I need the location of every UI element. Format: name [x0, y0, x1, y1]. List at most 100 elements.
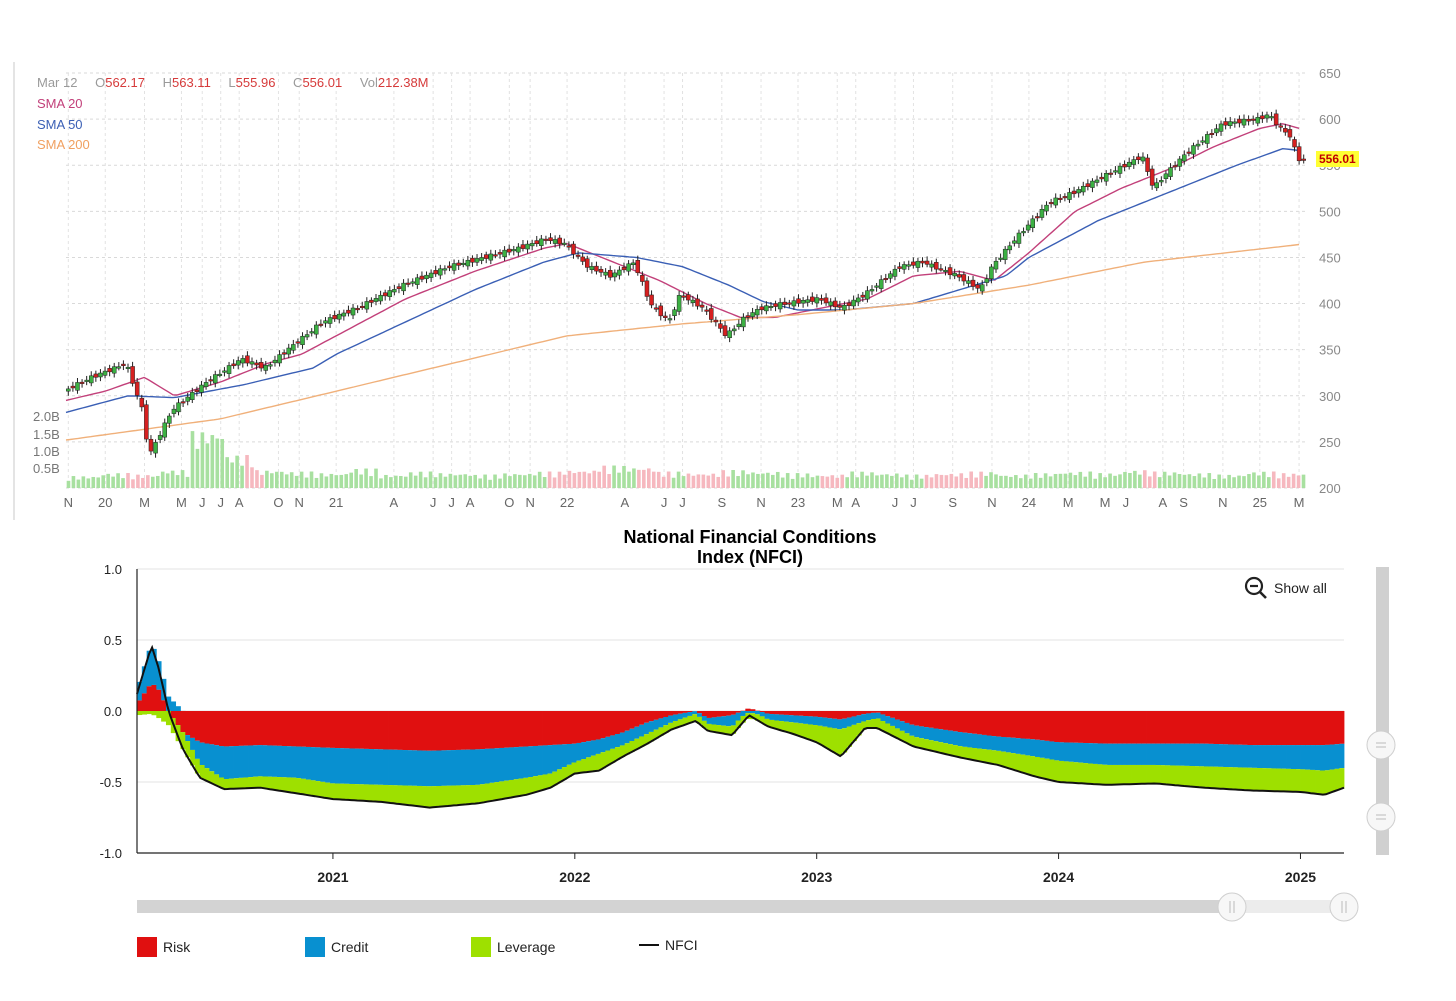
nfci-component-bar [1184, 743, 1190, 766]
nfci-component-bar [610, 735, 616, 749]
volume-bar [845, 477, 849, 488]
volume-bar [1157, 477, 1162, 488]
nfci-component-bar [972, 748, 978, 761]
nfci-component-bar [571, 711, 577, 744]
nfci-component-bar [286, 777, 292, 793]
show-all-button[interactable]: Show all [1244, 576, 1327, 600]
volume-bar [949, 473, 954, 488]
nfci-component-bar [1170, 765, 1176, 785]
nfci-component-bar [518, 778, 524, 796]
nfci-component-bar [1339, 711, 1345, 744]
nfci-x-tick-label: 2023 [801, 869, 832, 885]
nfci-component-bar [465, 785, 471, 805]
nfci-component-bar [1078, 762, 1084, 784]
scroll-handle-bottom[interactable] [1366, 802, 1396, 832]
candle-body [364, 301, 370, 310]
candle-body [373, 298, 379, 302]
volume-bar [488, 479, 492, 488]
scroll-handle-top[interactable] [1366, 730, 1396, 760]
nfci-component-bar [663, 711, 669, 717]
volume-bar [101, 475, 105, 488]
nfci-component-bar [769, 711, 775, 715]
nfci-component-bar [590, 740, 597, 756]
nfci-component-bar [397, 785, 403, 805]
volume-bar [885, 474, 889, 488]
legend-leverage[interactable]: Leverage [471, 937, 555, 957]
nfci-component-bar [938, 711, 944, 730]
nfci-component-bar [368, 711, 374, 750]
nfci-component-bar [1092, 743, 1099, 764]
time-tick-label: J [430, 495, 437, 510]
nfci-component-bar [1155, 743, 1161, 766]
nfci-component-bar [899, 730, 906, 741]
nfci-component-bar [296, 778, 302, 794]
nfci-component-bar [1150, 711, 1157, 744]
volume-bar [329, 473, 334, 488]
nfci-component-bar [885, 723, 891, 734]
nfci-component-bar [1136, 743, 1142, 765]
candle-body [75, 382, 80, 391]
candle-body [557, 237, 562, 245]
nfci-component-bar [1088, 743, 1094, 764]
legend-nfci[interactable]: NFCI [639, 937, 698, 953]
nfci-component-bar [426, 711, 432, 751]
candle-body [451, 263, 457, 271]
volume-bar [155, 475, 160, 488]
nfci-component-bar [1035, 756, 1041, 778]
nfci-component-bar [1184, 711, 1190, 744]
volume-bar [1207, 473, 1212, 488]
candle-body [842, 304, 847, 311]
nfci-component-bar [764, 718, 770, 726]
nfci-component-bar [779, 721, 785, 731]
nfci-component-bar [417, 711, 423, 751]
time-tick-label: J [448, 495, 455, 510]
price-tick-label: 350 [1319, 343, 1341, 358]
nfci-component-bar [1073, 762, 1079, 784]
nfci-component-bar [1305, 711, 1311, 746]
legend-risk[interactable]: Risk [137, 937, 190, 957]
candle-body [1195, 143, 1201, 147]
nfci-component-bar [952, 745, 959, 757]
volume-bar [1004, 475, 1008, 488]
candle-body [1154, 182, 1159, 189]
nfci-component-bar [1044, 711, 1050, 741]
nfci-component-bar [1044, 740, 1050, 759]
nfci-component-bar [1121, 711, 1128, 744]
low-label: L [228, 75, 236, 90]
nfci-component-bar [991, 711, 997, 737]
nfci-component-bar [1242, 744, 1248, 768]
volume-bar [1019, 478, 1023, 488]
nfci-component-bar [1039, 711, 1046, 741]
candle-body [483, 254, 489, 259]
nfci-component-bar [1329, 769, 1335, 793]
candle-body [571, 243, 576, 255]
volume-bar [542, 477, 547, 488]
nfci-component-bar [1025, 755, 1031, 775]
navigator-left-handle[interactable] [1217, 892, 1247, 922]
nfci-component-bar [1232, 744, 1239, 768]
nfci-component-bar [277, 745, 283, 778]
nfci-component-bar [421, 786, 428, 807]
nfci-component-bar [363, 784, 370, 802]
volume-label: Vol [359, 75, 378, 90]
volume-bar [245, 455, 249, 488]
legend-credit[interactable]: Credit [305, 937, 368, 957]
nfci-component-bar [856, 723, 862, 736]
nfci-component-bar [146, 711, 152, 715]
nfci-component-bar [383, 784, 389, 803]
navigator-bar[interactable] [137, 900, 1347, 913]
volume-bar [116, 473, 120, 488]
candle-body [1209, 132, 1215, 135]
nfci-component-bar [677, 711, 683, 714]
nfci-component-bar [643, 722, 650, 735]
vertical-scrollbar[interactable] [1376, 567, 1389, 855]
nfci-component-bar [503, 711, 510, 748]
nfci-component-bar [933, 711, 939, 729]
nfci-component-bar [1189, 743, 1195, 767]
nfci-component-bar [310, 711, 317, 748]
volume-value: 212.38M [377, 75, 429, 90]
navigator-right-handle[interactable] [1329, 892, 1359, 922]
nfci-component-bar [914, 737, 920, 748]
candle-body [295, 341, 301, 344]
nfci-component-bar [1199, 766, 1205, 788]
